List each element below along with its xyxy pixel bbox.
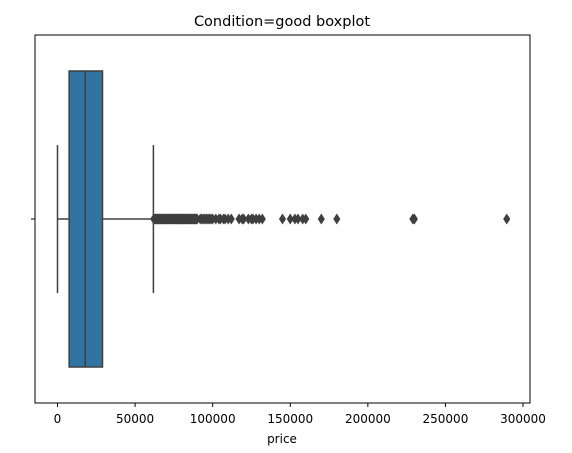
x-axis-label: price — [267, 432, 297, 446]
outlier-point — [333, 213, 341, 225]
outlier-point — [302, 213, 310, 225]
box-group — [56, 70, 155, 368]
x-tick-label: 300000 — [500, 412, 546, 426]
outlier-point — [278, 213, 287, 225]
outlier-point — [227, 213, 235, 225]
outlier-point — [503, 213, 511, 225]
outlier-group — [150, 213, 511, 225]
x-axis: 0 50000 100000 150000 200000 250000 300000 — [31, 218, 546, 426]
x-tick-label: 50000 — [116, 412, 154, 426]
outlier-point — [410, 213, 418, 225]
x-tick-label: 100000 — [190, 412, 236, 426]
chart-title: Condition=good boxplot — [194, 14, 370, 30]
outlier-point — [258, 213, 266, 225]
outlier-point — [317, 213, 325, 225]
x-tick-label: 200000 — [345, 412, 391, 426]
x-tick-label: 0 — [54, 412, 62, 426]
x-tick-label: 150000 — [267, 412, 313, 426]
outlier-point — [294, 213, 302, 225]
x-tick-label: 250000 — [423, 412, 469, 426]
outlier-point — [286, 213, 294, 225]
outlier-point — [240, 213, 248, 225]
